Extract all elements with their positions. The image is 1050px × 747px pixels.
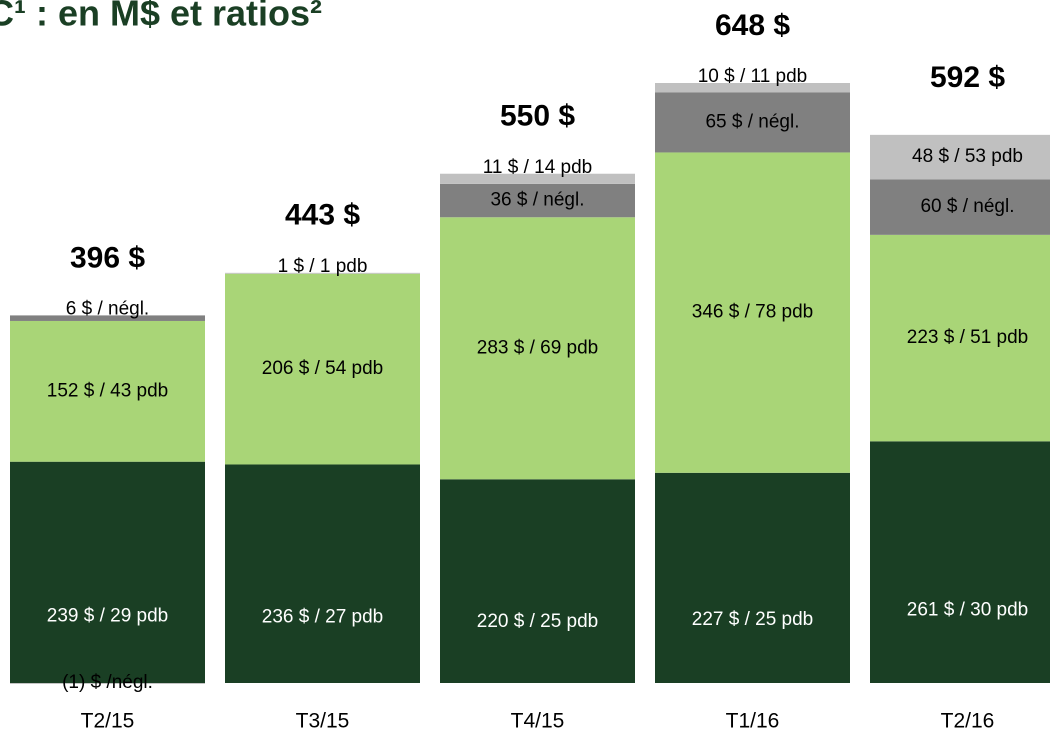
data-label: 1 $ / 1 pdb xyxy=(278,256,368,277)
data-label: 223 $ / 51 pdb xyxy=(907,327,1029,348)
x-tick-label: T3/15 xyxy=(296,710,350,733)
data-label: 220 $ / 25 pdb xyxy=(477,611,599,632)
data-label: 283 $ / 69 pdb xyxy=(477,337,599,358)
data-label: 10 $ / 11 pdb xyxy=(698,66,808,87)
bar-segment xyxy=(655,92,850,153)
data-label: 48 $ / 53 pdb xyxy=(912,146,1023,167)
bar-segment xyxy=(10,683,205,684)
x-tick-label: T2/15 xyxy=(81,710,135,733)
data-label: 261 $ / 30 pdb xyxy=(907,600,1029,621)
total-label: 443 $ xyxy=(285,199,360,232)
bar-segment xyxy=(655,472,850,683)
bar-segment xyxy=(870,134,1050,180)
bar-segment xyxy=(870,179,1050,235)
data-label: 206 $ / 54 pdb xyxy=(262,358,384,379)
total-label: 550 $ xyxy=(500,100,575,133)
chart-title: C¹ : en M$ et ratios² xyxy=(0,0,322,34)
bar-segment xyxy=(870,441,1050,683)
total-label: 592 $ xyxy=(930,61,1005,94)
x-tick-label: T2/16 xyxy=(941,710,995,733)
data-label: (1) $ /négl. xyxy=(62,672,153,693)
bar-segment xyxy=(225,272,420,274)
total-label: 648 $ xyxy=(715,9,790,42)
data-label: 227 $ / 25 pdb xyxy=(692,609,814,630)
bar-segment xyxy=(440,479,635,683)
data-label: 65 $ / négl. xyxy=(705,111,799,132)
bar-segment xyxy=(440,217,635,480)
data-label: 152 $ / 43 pdb xyxy=(47,380,169,401)
bar-segment xyxy=(440,173,635,184)
data-label: 11 $ / 14 pdb xyxy=(483,157,593,178)
total-label: 396 $ xyxy=(70,241,145,274)
bar-segment xyxy=(10,320,205,462)
bar-segment xyxy=(655,83,850,93)
x-tick-label: T4/15 xyxy=(511,710,565,733)
data-label: 6 $ / négl. xyxy=(66,298,149,319)
data-label: 60 $ / négl. xyxy=(920,196,1014,217)
x-tick-label: T1/16 xyxy=(726,710,780,733)
bar-segment xyxy=(225,273,420,465)
bar-segment xyxy=(10,315,205,321)
data-label: 239 $ / 29 pdb xyxy=(47,606,169,627)
bar-segment xyxy=(440,183,635,218)
bar-segment xyxy=(870,234,1050,442)
data-label: 346 $ / 78 pdb xyxy=(692,302,814,323)
data-label: 36 $ / négl. xyxy=(490,190,584,211)
bar-segment xyxy=(10,461,205,683)
bar-segment xyxy=(225,464,420,683)
bar-segment xyxy=(655,152,850,473)
data-label: 236 $ / 27 pdb xyxy=(262,606,384,627)
